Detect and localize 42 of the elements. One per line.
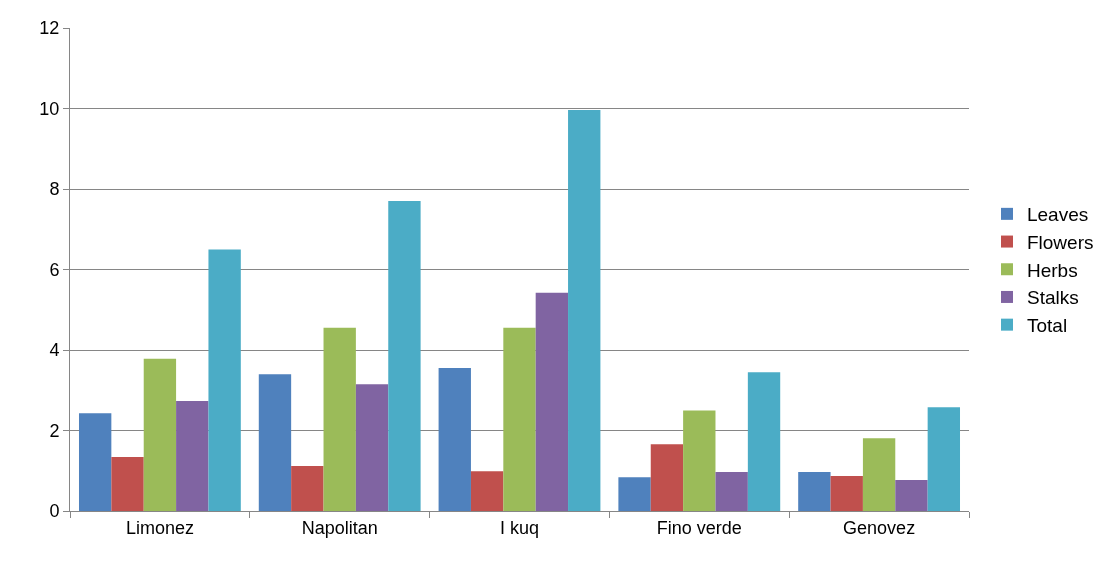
- x-tick-label: Napolitan: [301, 517, 378, 538]
- x-tick-label: I kuq: [499, 517, 540, 538]
- bar: [895, 480, 928, 511]
- bar: [715, 471, 748, 511]
- bar: [503, 327, 536, 511]
- bar: [927, 407, 961, 511]
- legend-label: Flowers: [1026, 231, 1094, 253]
- bar: [176, 401, 209, 511]
- bar: [830, 475, 863, 511]
- y-tick-label: 2: [49, 420, 60, 441]
- bar: [323, 327, 356, 511]
- bar: [798, 471, 831, 511]
- legend-label: Herbs: [1026, 259, 1078, 281]
- bar: [291, 465, 324, 511]
- y-tick-label: 8: [49, 179, 60, 200]
- bar: [470, 471, 504, 511]
- y-tick-label: 12: [39, 18, 60, 39]
- y-tick-label: 0: [49, 501, 60, 522]
- x-tick-label: Genovez: [843, 517, 916, 538]
- x-tick-label: Limonez: [125, 517, 194, 538]
- y-tick-label: 10: [39, 98, 60, 119]
- bar: [747, 372, 781, 511]
- x-tick-label: Fino verde: [656, 517, 742, 538]
- bar: [438, 368, 471, 511]
- bar: [355, 384, 389, 511]
- bar: [862, 438, 896, 511]
- bar: [208, 249, 241, 511]
- legend-label: Leaves: [1026, 204, 1089, 226]
- bar: [111, 457, 144, 511]
- bar: [143, 358, 177, 511]
- bar: [683, 410, 716, 511]
- bar: [650, 444, 684, 511]
- bar: [78, 413, 112, 511]
- bar: [258, 374, 292, 511]
- bar: [568, 110, 601, 511]
- bar: [388, 201, 421, 511]
- y-tick-label: 4: [49, 340, 60, 361]
- bar: [535, 292, 569, 511]
- bar: [618, 477, 651, 511]
- y-tick-label: 6: [49, 259, 60, 280]
- legend-label: Stalks: [1026, 287, 1079, 309]
- legend-label: Total: [1026, 315, 1068, 337]
